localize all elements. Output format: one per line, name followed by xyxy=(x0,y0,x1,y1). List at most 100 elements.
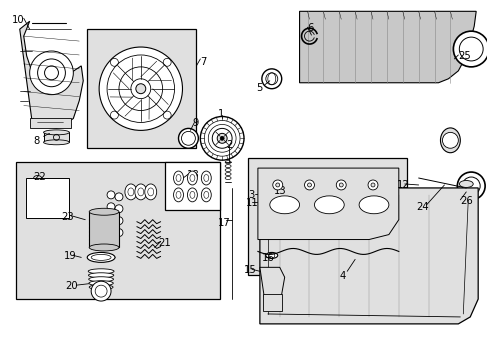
Text: 20: 20 xyxy=(65,281,78,291)
Circle shape xyxy=(275,183,279,187)
Text: 1: 1 xyxy=(218,109,224,118)
Ellipse shape xyxy=(88,273,114,278)
Text: 18: 18 xyxy=(186,170,199,180)
Text: 3: 3 xyxy=(247,190,254,200)
Circle shape xyxy=(307,183,311,187)
Bar xyxy=(164,162,220,210)
Ellipse shape xyxy=(107,203,115,211)
Text: 9: 9 xyxy=(192,118,199,129)
Polygon shape xyxy=(20,21,83,129)
Text: 23: 23 xyxy=(61,212,74,222)
Ellipse shape xyxy=(89,281,113,286)
Ellipse shape xyxy=(265,252,277,258)
Circle shape xyxy=(200,117,244,160)
Ellipse shape xyxy=(269,196,299,214)
Circle shape xyxy=(217,133,226,143)
Ellipse shape xyxy=(144,184,156,200)
Text: 7: 7 xyxy=(200,57,206,67)
Ellipse shape xyxy=(224,176,231,180)
Ellipse shape xyxy=(115,205,122,213)
Circle shape xyxy=(283,186,291,194)
Text: 2: 2 xyxy=(225,140,232,150)
Text: 19: 19 xyxy=(63,251,76,261)
Polygon shape xyxy=(259,188,477,324)
Text: 12: 12 xyxy=(396,180,409,190)
Bar xyxy=(16,162,220,299)
Ellipse shape xyxy=(89,208,119,215)
Ellipse shape xyxy=(124,184,137,200)
Circle shape xyxy=(370,183,374,187)
Text: 26: 26 xyxy=(459,196,472,206)
Ellipse shape xyxy=(201,188,211,202)
Ellipse shape xyxy=(43,140,69,145)
Ellipse shape xyxy=(314,196,344,214)
Polygon shape xyxy=(259,267,284,309)
Ellipse shape xyxy=(89,285,113,290)
Text: 8: 8 xyxy=(34,136,40,146)
Circle shape xyxy=(178,129,198,148)
Bar xyxy=(263,294,281,311)
Text: 14: 14 xyxy=(273,198,286,208)
Bar xyxy=(89,212,119,247)
Bar xyxy=(30,118,71,129)
Ellipse shape xyxy=(284,198,298,205)
Circle shape xyxy=(456,172,484,200)
Ellipse shape xyxy=(43,130,69,135)
Text: 4: 4 xyxy=(339,271,345,281)
Text: 24: 24 xyxy=(416,202,428,212)
Ellipse shape xyxy=(224,168,231,172)
Ellipse shape xyxy=(115,193,122,201)
Ellipse shape xyxy=(88,277,113,282)
Text: 21: 21 xyxy=(158,238,171,248)
Ellipse shape xyxy=(187,188,197,202)
Bar xyxy=(247,158,406,275)
Ellipse shape xyxy=(89,244,119,251)
Ellipse shape xyxy=(458,180,472,188)
Ellipse shape xyxy=(115,217,122,225)
Ellipse shape xyxy=(107,191,115,199)
Ellipse shape xyxy=(135,184,146,200)
Ellipse shape xyxy=(88,269,114,274)
Circle shape xyxy=(304,180,314,190)
Text: 22: 22 xyxy=(34,172,46,182)
Ellipse shape xyxy=(224,172,231,176)
Ellipse shape xyxy=(87,252,115,262)
Text: 15: 15 xyxy=(244,265,256,275)
Polygon shape xyxy=(299,11,475,83)
Circle shape xyxy=(30,51,73,95)
Circle shape xyxy=(91,281,111,301)
Text: 10: 10 xyxy=(12,15,24,25)
Text: 17: 17 xyxy=(218,218,230,228)
Circle shape xyxy=(136,84,145,94)
Circle shape xyxy=(272,180,282,190)
Ellipse shape xyxy=(440,128,459,153)
Text: 25: 25 xyxy=(457,51,470,61)
Ellipse shape xyxy=(115,229,122,237)
Text: 13: 13 xyxy=(273,186,286,196)
Ellipse shape xyxy=(201,171,211,185)
Polygon shape xyxy=(257,168,398,239)
Circle shape xyxy=(442,132,457,148)
Text: 16: 16 xyxy=(262,253,274,264)
Ellipse shape xyxy=(107,227,115,235)
Ellipse shape xyxy=(224,165,231,168)
Circle shape xyxy=(452,31,488,67)
Circle shape xyxy=(262,69,281,89)
Text: 11: 11 xyxy=(245,198,258,208)
Text: 5: 5 xyxy=(255,83,262,93)
Ellipse shape xyxy=(358,196,388,214)
Circle shape xyxy=(367,180,377,190)
Circle shape xyxy=(220,136,224,140)
Ellipse shape xyxy=(187,171,197,185)
Ellipse shape xyxy=(173,188,183,202)
Circle shape xyxy=(99,47,182,130)
Bar xyxy=(26,178,69,218)
Bar xyxy=(87,29,196,148)
Circle shape xyxy=(339,183,343,187)
Bar xyxy=(43,132,69,142)
Ellipse shape xyxy=(173,171,183,185)
Circle shape xyxy=(336,180,346,190)
Ellipse shape xyxy=(224,161,231,164)
Ellipse shape xyxy=(107,215,115,223)
Text: 6: 6 xyxy=(307,23,313,33)
